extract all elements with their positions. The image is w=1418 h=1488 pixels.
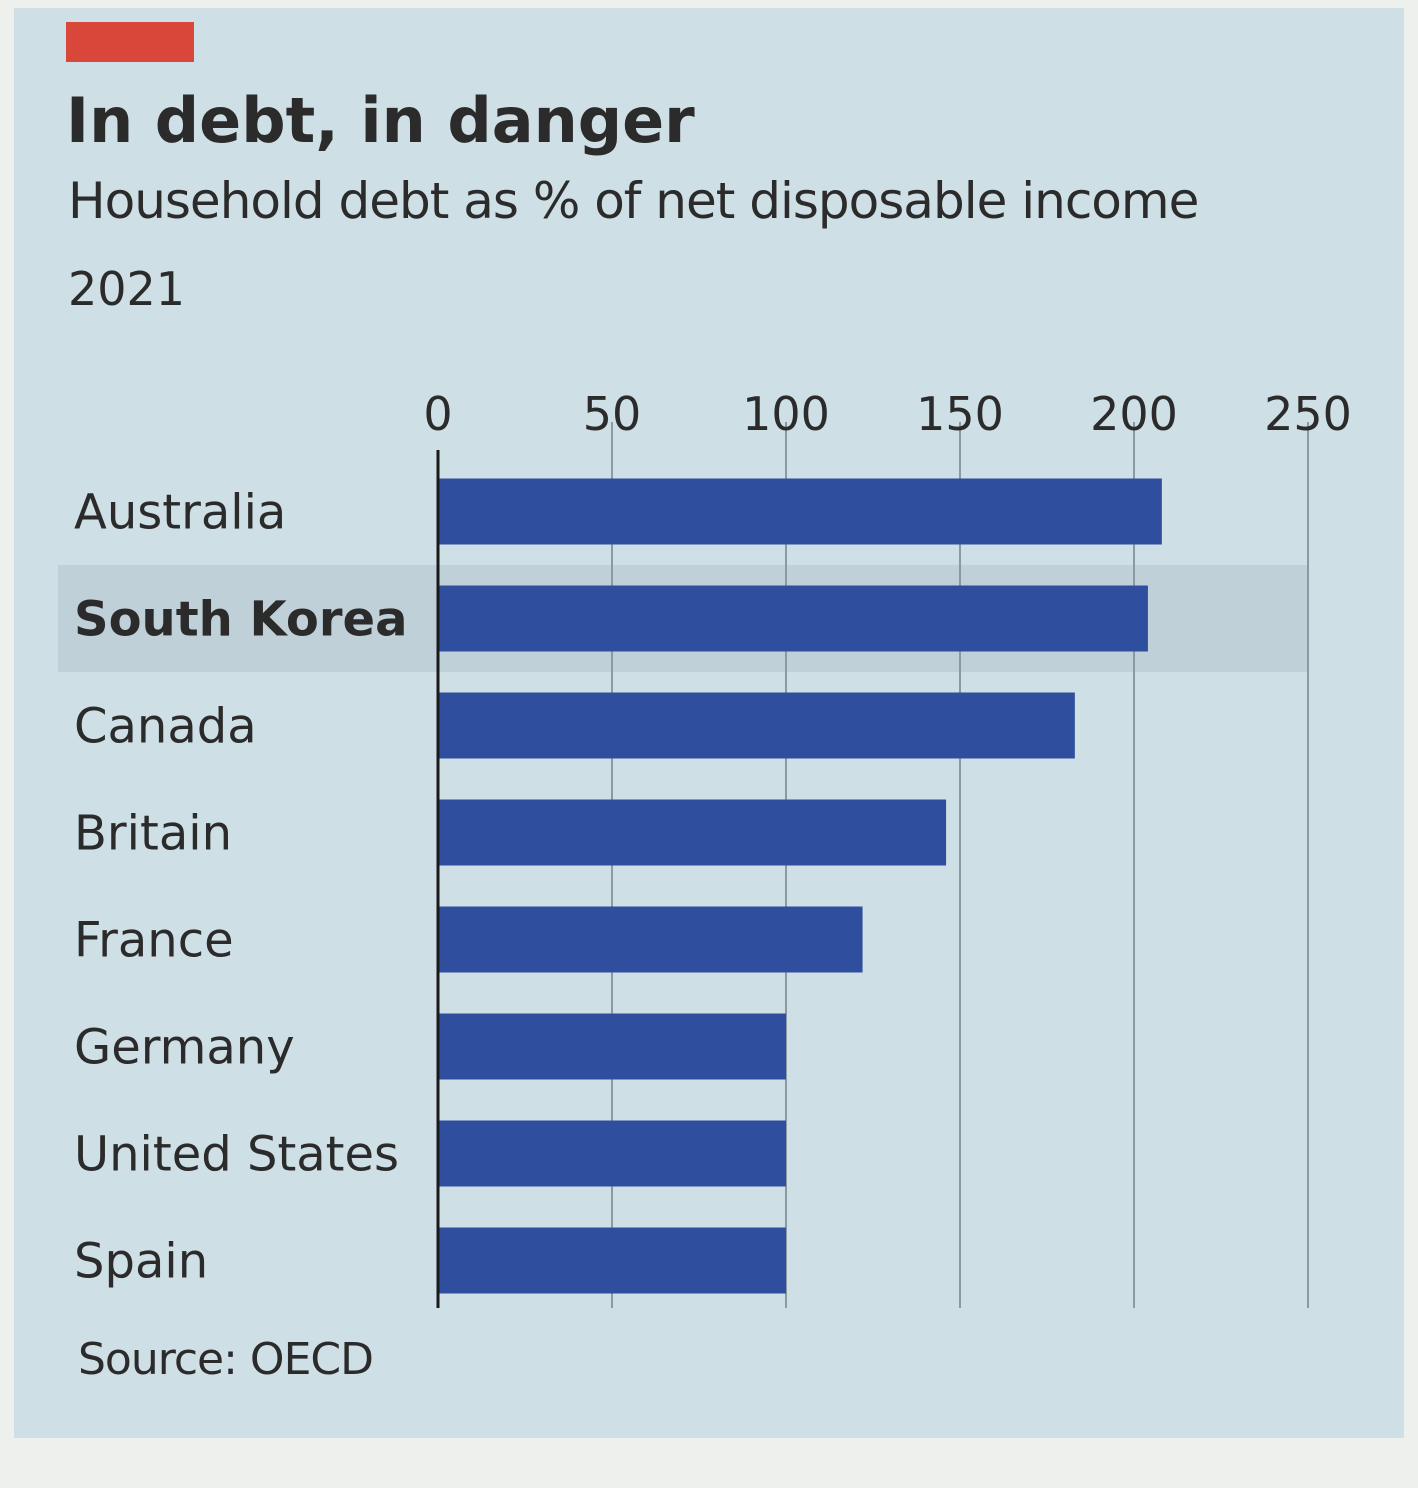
- category-label: Canada: [74, 699, 257, 755]
- category-label: South Korea: [74, 592, 408, 648]
- category-label: France: [74, 913, 234, 969]
- chart-title: In debt, in danger: [66, 84, 695, 157]
- bar: [438, 1120, 786, 1187]
- x-tick-label: 250: [1264, 387, 1352, 441]
- bar: [438, 585, 1148, 652]
- bar: [438, 1227, 786, 1294]
- chart-source: Source: OECD: [78, 1334, 374, 1385]
- x-tick-label: 50: [583, 387, 642, 441]
- category-label: Spain: [74, 1234, 208, 1290]
- bar: [438, 478, 1162, 545]
- x-tick-label: 100: [742, 387, 830, 441]
- bar: [438, 799, 947, 866]
- x-tick-label: 200: [1090, 387, 1178, 441]
- accent-tag: [66, 22, 194, 62]
- category-label: Britain: [74, 806, 232, 862]
- bar: [438, 906, 863, 973]
- bar: [438, 1013, 786, 1080]
- chart-subtitle: Household debt as % of net disposable in…: [68, 172, 1199, 230]
- category-label: Australia: [74, 485, 286, 541]
- chart-period: 2021: [68, 262, 186, 316]
- x-tick-label: 0: [423, 387, 452, 441]
- x-tick-label: 150: [916, 387, 1004, 441]
- category-label: United States: [74, 1127, 399, 1183]
- bar: [438, 692, 1075, 759]
- category-label: Germany: [74, 1020, 295, 1076]
